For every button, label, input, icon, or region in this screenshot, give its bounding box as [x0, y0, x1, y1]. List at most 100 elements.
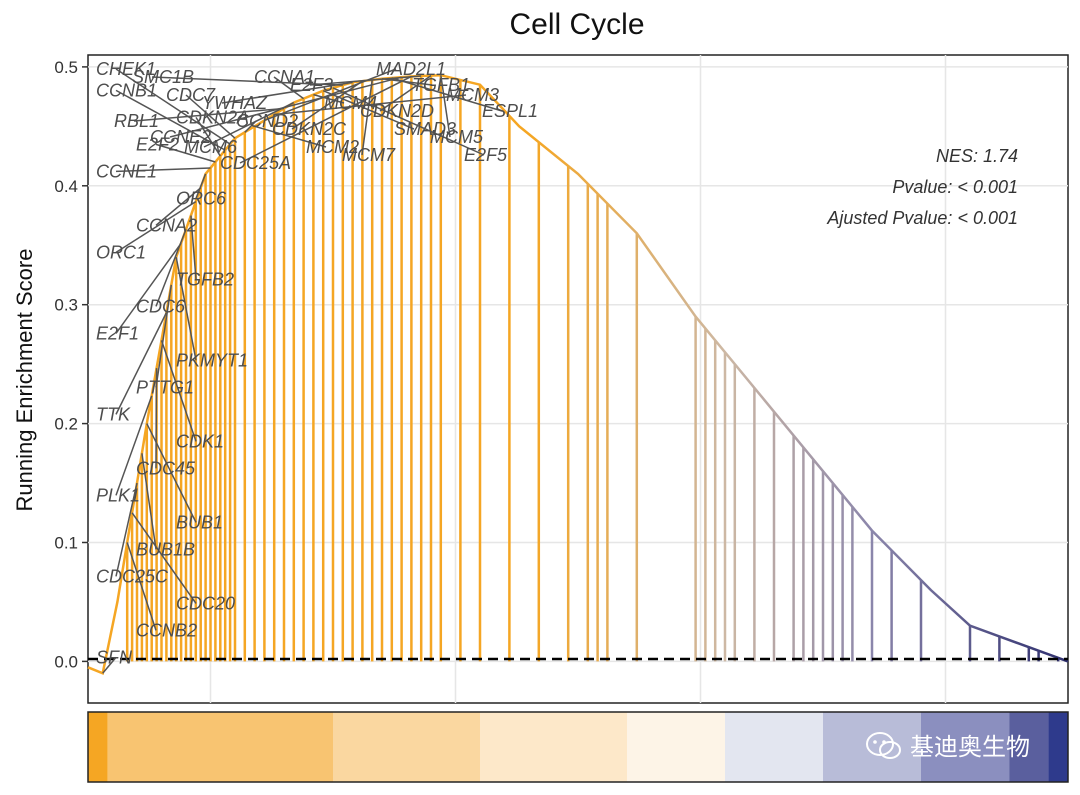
gene-arrow: [115, 395, 153, 496]
gene-label-e2f1: E2F1: [96, 323, 139, 343]
stat-annotation: NES: 1.74: [936, 146, 1018, 166]
y-tick-label: 0.2: [54, 415, 78, 434]
gene-label-cdc6: CDC6: [136, 296, 186, 316]
gene-label-sfn: SFN: [96, 647, 133, 667]
gene-label-mcm7: MCM7: [342, 145, 396, 165]
gene-arrow: [239, 75, 412, 164]
gene-label-bub1: BUB1: [176, 512, 223, 532]
gene-label-pkmyt1: PKMYT1: [176, 350, 248, 370]
rank-heat-band: [88, 712, 1068, 782]
gene-label-tgfb2: TGFB2: [176, 269, 234, 289]
gene-arrow: [133, 107, 285, 122]
gene-label-tgfb1: TGFB1: [412, 75, 470, 95]
gene-label-cdc45: CDC45: [136, 458, 196, 478]
gene-label-pttg1: PTTG1: [136, 377, 194, 397]
gene-arrow: [126, 542, 157, 631]
gene-arrow: [185, 94, 236, 139]
gene-arrow: [141, 453, 157, 550]
gene-arrow: [203, 101, 295, 148]
gene-arrow: [175, 256, 197, 361]
y-tick-label: 0.3: [54, 296, 78, 315]
gene-label-mcm2: MCM2: [306, 137, 359, 157]
gene-arrow: [254, 125, 327, 148]
gene-arrow: [146, 423, 197, 523]
heat-band-border: [87, 711, 1069, 783]
watermark: 基迪奥生物: [866, 732, 1030, 761]
gene-arrow: [151, 76, 343, 86]
gene-arrow: [102, 656, 117, 674]
gene-label-bub1b: BUB1B: [136, 539, 195, 559]
gene-arrow: [115, 68, 231, 145]
gene-label-ccna2: CCNA2: [136, 215, 197, 235]
gene-label-ywhaz: YWHAZ: [202, 93, 268, 113]
gene-arrow: [221, 81, 353, 104]
gene-arrow: [169, 76, 402, 138]
gene-arrow: [332, 87, 485, 156]
gene-arrow: [440, 75, 451, 138]
heat-band-segment: [921, 712, 1010, 782]
gene-label-rbl1: RBL1: [114, 111, 159, 131]
gene-label-ttk: TTK: [96, 404, 131, 424]
gene-label-e2f5: E2F5: [464, 145, 508, 165]
gene-label-plk1: PLK1: [96, 485, 140, 505]
y-axis-label: Running Enrichment Score: [12, 249, 37, 512]
gene-arrow: [264, 68, 397, 122]
gene-label-chek1: CHEK1: [96, 59, 156, 79]
gene-label-cdkn2c: CDKN2C: [272, 119, 347, 139]
gene-arrow: [115, 242, 182, 334]
gene-arrow: [391, 77, 503, 112]
gene-arrow: [155, 187, 202, 226]
gene-arrow: [115, 201, 197, 254]
heat-band-segment: [1009, 712, 1049, 782]
gene-label-smc1b: SMC1B: [132, 67, 194, 87]
gene-label-ccne2: CCNE2: [150, 127, 211, 147]
gene-label-e2f3: E2F3: [290, 75, 333, 95]
gene-label-cdk1: CDK1: [176, 431, 224, 451]
gene-label-mcm3: MCM3: [446, 85, 499, 105]
gene-arrow: [273, 76, 305, 100]
gene-arrow: [195, 173, 207, 199]
gene-label-cdc25a: CDC25A: [220, 153, 291, 173]
gene-label-cdc7: CDC7: [166, 85, 216, 105]
gene-arrow: [361, 79, 373, 156]
gene-label-e2f2: E2F2: [136, 134, 179, 154]
gene-label-mcm5: MCM5: [430, 127, 484, 147]
gene-label-ccne1: CCNE1: [96, 161, 157, 181]
watermark-text: 基迪奥生物: [910, 733, 1030, 761]
stats-annotation: NES: 1.74 Pvalue: < 0.001 Ajusted Pvalue: …: [826, 146, 1018, 228]
plot-border: [87, 54, 1069, 704]
y-tick-label: 0.1: [54, 533, 78, 552]
stat-annotation: Pvalue: < 0.001: [892, 177, 1018, 197]
gene-arrow: [379, 74, 432, 112]
gene-arrow: [155, 284, 173, 388]
gene-label-espl1: ESPL1: [482, 101, 538, 121]
gene-label-cdc20: CDC20: [176, 593, 235, 613]
gene-arrow: [131, 512, 197, 604]
stat-annotation: Ajusted Pvalue: < 0.001: [826, 208, 1018, 228]
heat-band-segment: [627, 712, 725, 782]
gene-arrow: [115, 482, 138, 577]
gene-label-ccnb2: CCNB2: [136, 620, 197, 640]
gene-label-orc1: ORC1: [96, 242, 146, 262]
heat-band-segment: [107, 712, 333, 782]
y-tick-label: 0.0: [54, 652, 78, 671]
heat-band-segment: [725, 712, 823, 782]
gene-label-cdc25c: CDC25C: [96, 566, 169, 586]
hits-layer: [125, 75, 1060, 662]
gene-arrow: [115, 167, 211, 173]
heat-band-segment: [88, 712, 108, 782]
wechat-icon: [866, 732, 901, 759]
gene-label-mcm6: MCM6: [184, 137, 238, 157]
gene-arrow: [155, 229, 187, 307]
gene-arrow: [190, 215, 197, 280]
chart-title: Cell Cycle: [509, 8, 644, 41]
gene-label-mad2l1: MAD2L1: [376, 59, 446, 79]
gene-arrow: [115, 312, 168, 415]
gene-arrow: [160, 340, 197, 442]
heat-band-segment: [1048, 712, 1068, 782]
gene-arrow: [313, 93, 345, 104]
gene-label-cdkn2d: CDKN2D: [360, 101, 434, 121]
